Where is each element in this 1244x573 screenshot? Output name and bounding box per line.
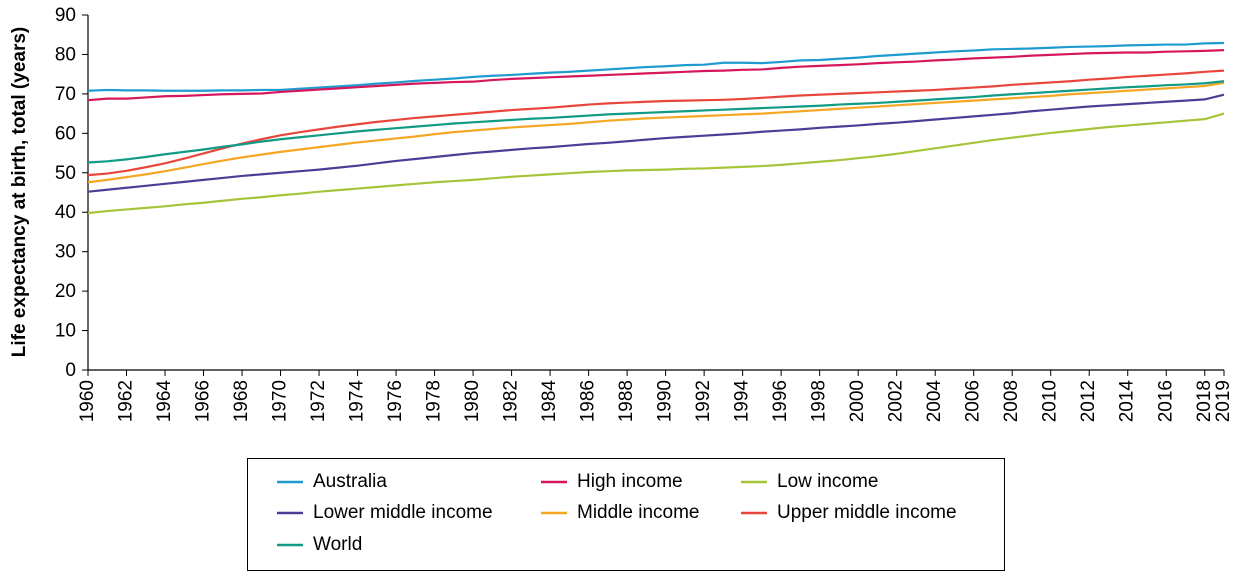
x-tick-label: 2002 [886,380,907,422]
y-axis-label: Life expectancy at birth, total (years) [9,27,30,358]
x-tick-label: 1994 [732,380,753,423]
x-tick-label: 1976 [385,380,406,422]
y-tick-label: 20 [55,281,76,302]
y-tick-label: 0 [65,360,76,381]
y-tick-label: 30 [55,242,76,263]
x-tick-label: 1966 [193,380,214,422]
x-tick-label: 2016 [1155,380,1176,422]
legend-label: World [313,534,362,555]
legend-box [247,458,1005,571]
series-line [87,112,1225,215]
series-line [87,80,1225,164]
x-tick-label: 1980 [462,380,483,422]
x-tick-label: 1972 [308,380,329,422]
y-tick-label: 50 [55,163,76,184]
legend-label: Upper middle income [777,502,957,523]
x-tick-label: 1986 [578,380,599,422]
x-tick-label: 1978 [424,380,445,422]
x-tick-label: 2019 [1213,380,1234,422]
x-tick-label: 1964 [154,380,175,423]
x-tick-label: 1970 [270,380,291,422]
y-tick-label: 80 [55,44,76,65]
legend-label: Middle income [577,502,700,523]
x-tick-label: 2014 [1117,380,1138,423]
x-tick-label: 1998 [809,380,830,422]
series-line [87,93,1225,193]
x-tick-label: 1974 [347,380,368,423]
x-tick-label: 1960 [77,380,98,422]
series-line [87,49,1225,102]
x-tick-label: 1992 [693,380,714,422]
x-tick-label: 1990 [655,380,676,422]
x-tick-label: 2006 [963,380,984,422]
series-line [87,81,1225,184]
x-tick-label: 2004 [924,380,945,423]
x-tick-label: 2008 [1001,380,1022,422]
x-tick-label: 2012 [1078,380,1099,422]
series-line [87,69,1225,177]
legend-label: Australia [313,471,387,492]
x-tick-label: 1962 [116,380,137,422]
legend-label: Low income [777,471,878,492]
y-tick-label: 10 [55,321,76,342]
x-tick-label: 1982 [501,380,522,422]
y-tick-label: 40 [55,202,76,223]
x-tick-label: 1984 [539,380,560,423]
series-line [87,41,1225,92]
legend-label: Lower middle income [313,502,493,523]
y-tick-label: 60 [55,123,76,144]
x-tick-label: 2010 [1040,380,1061,422]
x-tick-label: 1968 [231,380,252,422]
y-tick-label: 90 [55,5,76,26]
x-tick-label: 1988 [616,380,637,422]
x-tick-label: 1996 [770,380,791,422]
x-tick-label: 2000 [847,380,868,422]
legend-label: High income [577,471,683,492]
y-tick-label: 70 [55,84,76,105]
x-tick-label: 2018 [1194,380,1215,422]
